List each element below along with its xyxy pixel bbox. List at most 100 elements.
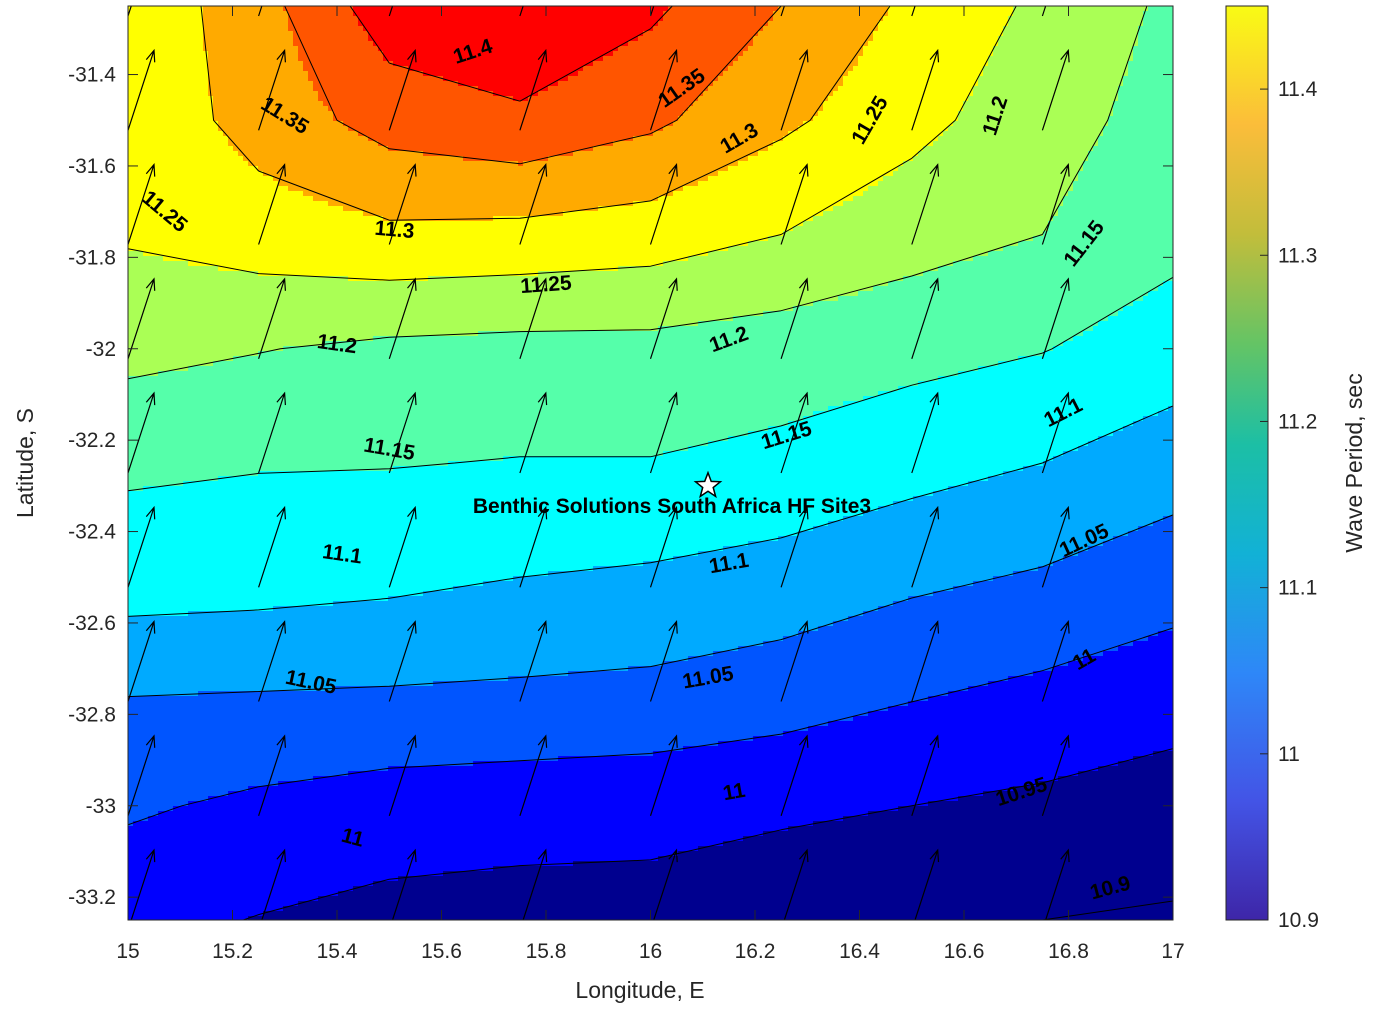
contour-cell xyxy=(743,81,749,87)
contour-cell xyxy=(1048,111,1054,117)
contour-cell xyxy=(478,36,484,42)
contour-cell xyxy=(223,11,229,17)
contour-cell xyxy=(383,66,389,72)
contour-cell xyxy=(568,41,574,47)
contour-cell xyxy=(398,61,404,67)
contour-cell xyxy=(693,51,699,57)
contour-cell xyxy=(213,111,219,117)
contour-cell xyxy=(433,46,439,52)
contour-cell xyxy=(783,16,789,22)
contour-cell xyxy=(683,56,689,62)
contour-cell xyxy=(548,11,554,17)
contour-cell xyxy=(378,76,384,82)
contour-cell xyxy=(418,46,424,52)
contour-cell xyxy=(223,81,229,87)
contour-cell xyxy=(988,91,994,97)
contour-cell xyxy=(348,116,354,122)
contour-cell xyxy=(188,111,194,117)
contour-cell xyxy=(853,41,859,47)
contour-cell xyxy=(813,46,819,52)
contour-cell xyxy=(818,11,824,17)
contour-cell xyxy=(558,111,564,117)
contour-cell xyxy=(568,76,574,82)
contour-cell xyxy=(708,121,714,127)
contour-cell xyxy=(878,61,884,67)
contour-cell xyxy=(1153,11,1159,17)
contour-cell xyxy=(863,41,869,47)
contour-cell xyxy=(563,56,569,62)
contour-cell xyxy=(283,61,289,67)
contour-cell xyxy=(308,11,314,17)
contour-cell xyxy=(933,36,939,42)
contour-cell xyxy=(523,46,529,52)
contour-cell xyxy=(1118,76,1124,82)
contour-cell xyxy=(128,56,134,62)
contour-cell xyxy=(768,56,774,62)
contour-cell xyxy=(543,121,549,127)
contour-cell xyxy=(1093,36,1099,42)
contour-cell xyxy=(998,101,1004,107)
contour-cell xyxy=(283,111,289,117)
contour-cell xyxy=(213,106,219,112)
contour-cell xyxy=(643,111,649,117)
contour-cell xyxy=(188,31,194,37)
contour-cell xyxy=(1083,26,1089,32)
contour-cell xyxy=(433,76,439,82)
contour-cell xyxy=(928,96,934,102)
contour-cell xyxy=(753,116,759,122)
contour-cell xyxy=(358,71,364,77)
contour-cell xyxy=(448,36,454,42)
contour-cell xyxy=(1138,16,1144,22)
contour-cell xyxy=(1143,71,1149,77)
contour-cell xyxy=(1003,96,1009,102)
contour-cell xyxy=(703,31,709,37)
contour-cell xyxy=(743,46,749,52)
contour-cell xyxy=(158,66,164,72)
contour-cell xyxy=(608,46,614,52)
contour-cell xyxy=(713,61,719,67)
contour-cell xyxy=(363,71,369,77)
contour-cell xyxy=(748,121,754,127)
contour-cell xyxy=(893,61,899,67)
contour-cell xyxy=(418,106,424,112)
contour-cell xyxy=(533,51,539,57)
contour-cell xyxy=(773,76,779,82)
contour-cell xyxy=(973,51,979,57)
contour-cell xyxy=(443,46,449,52)
contour-cell xyxy=(228,86,234,92)
contour-cell xyxy=(148,46,154,52)
contour-cell xyxy=(1038,121,1044,127)
contour-cell xyxy=(213,36,219,42)
contour-cell xyxy=(738,31,744,37)
contour-cell xyxy=(818,91,824,97)
contour-cell xyxy=(928,66,934,72)
contour-cell xyxy=(1108,101,1114,107)
contour-cell xyxy=(1163,36,1169,42)
contour-cell xyxy=(758,6,764,12)
contour-cell xyxy=(168,21,174,27)
contour-cell xyxy=(893,16,899,22)
contour-cell xyxy=(293,111,299,117)
contour-cell xyxy=(758,21,764,27)
contour-cell xyxy=(673,41,679,47)
contour-cell xyxy=(503,26,509,32)
contour-cell xyxy=(223,71,229,77)
contour-cell xyxy=(528,66,534,72)
contour-cell xyxy=(308,86,314,92)
contour-cell xyxy=(313,41,319,47)
contour-cell xyxy=(1078,16,1084,22)
contour-cell xyxy=(908,41,914,47)
contour-cell xyxy=(403,81,409,87)
contour-cell xyxy=(1048,11,1054,17)
contour-cell xyxy=(348,31,354,37)
contour-cell xyxy=(953,121,959,127)
contour-cell xyxy=(243,106,249,112)
contour-cell xyxy=(923,116,929,122)
contour-cell xyxy=(378,36,384,42)
contour-cell xyxy=(523,66,529,72)
contour-cell xyxy=(513,21,519,27)
contour-cell xyxy=(1103,116,1109,122)
contour-cell xyxy=(808,106,814,112)
contour-cell xyxy=(128,31,134,37)
contour-cell xyxy=(498,56,504,62)
